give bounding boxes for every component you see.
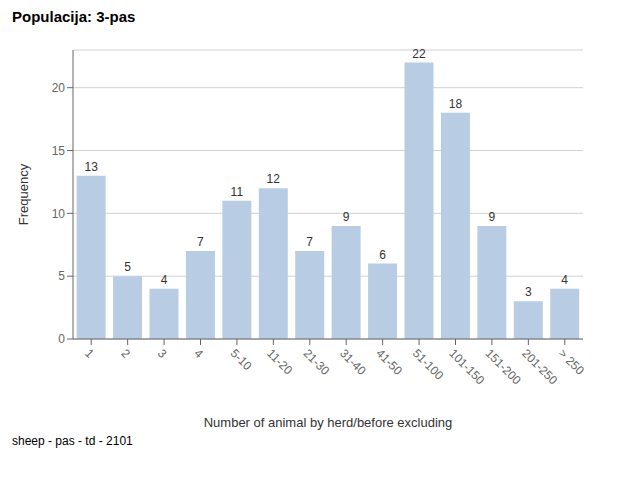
svg-text:11-20: 11-20 (264, 346, 295, 377)
svg-text:2: 2 (118, 346, 133, 361)
svg-text:5: 5 (58, 269, 65, 283)
svg-text:4: 4 (161, 273, 168, 287)
svg-text:4: 4 (561, 273, 568, 287)
svg-text:4: 4 (191, 346, 206, 361)
svg-text:1: 1 (82, 346, 97, 361)
svg-text:10: 10 (52, 207, 66, 221)
svg-text:6: 6 (379, 248, 386, 262)
html-text:sheep - pas - td - 2101: sheep - pas - td - 2101 (12, 434, 133, 448)
svg-text:101-150: 101-150 (446, 346, 487, 387)
svg-text:20: 20 (52, 81, 66, 95)
svg-text:41-50: 41-50 (373, 346, 405, 378)
svg-text:11: 11 (231, 185, 244, 199)
svg-text:5: 5 (124, 260, 131, 274)
html-text:Populacija: 3-pas: Populacija: 3-pas (12, 8, 136, 25)
svg-text:51-100: 51-100 (410, 346, 447, 383)
svg-text:12: 12 (267, 172, 281, 186)
svg-text:3: 3 (155, 346, 170, 361)
svg-text:7: 7 (306, 235, 313, 249)
svg-text:Number of animal by herd/befor: Number of animal by herd/before excludin… (204, 415, 453, 430)
svg-text:3: 3 (525, 285, 532, 299)
svg-text:15: 15 (52, 144, 66, 158)
svg-text:22: 22 (412, 47, 426, 61)
svg-text:7: 7 (197, 235, 204, 249)
svg-text:201-250: 201-250 (519, 346, 560, 387)
svg-text:9: 9 (343, 210, 350, 224)
svg-text:13: 13 (84, 160, 98, 174)
svg-text:0: 0 (58, 332, 65, 346)
svg-text:21-30: 21-30 (301, 346, 333, 378)
svg-text:151-200: 151-200 (483, 346, 524, 387)
svg-text:31-40: 31-40 (337, 346, 369, 378)
svg-text:9: 9 (489, 210, 496, 224)
svg-text:5-10: 5-10 (228, 346, 255, 373)
svg-text:Frequency: Frequency (16, 163, 31, 225)
svg-text:18: 18 (449, 97, 463, 111)
svg-text:> 250: > 250 (556, 346, 588, 378)
